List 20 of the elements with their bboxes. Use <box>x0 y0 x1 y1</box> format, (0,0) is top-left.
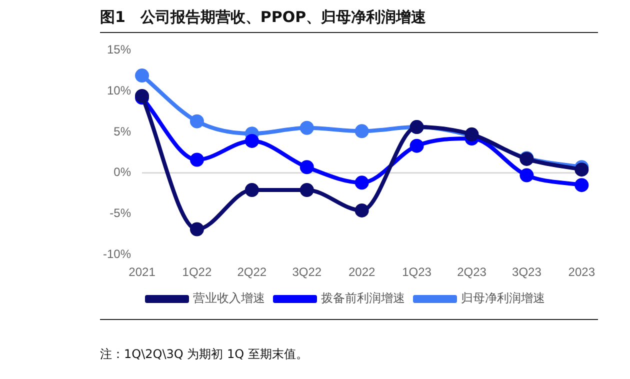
text: 注：1Q\2Q\3Q 为期初 1Q 至期末值。 <box>100 346 308 363</box>
y-tick-label: 15% <box>106 42 132 57</box>
y-tick-label: -5% <box>110 206 132 220</box>
x-tick-label: 2Q23 <box>457 265 487 280</box>
x-tick-label: 2022 <box>348 265 376 280</box>
x-tick-label: 2023 <box>568 265 596 280</box>
y-tick-label: 5% <box>114 124 132 138</box>
x-tick-label: 2021 <box>128 265 156 280</box>
x-tick-label: 1Q23 <box>402 265 432 280</box>
x-tick-label: 3Q23 <box>512 265 542 280</box>
x-tick-label: 1Q22 <box>182 265 212 280</box>
y-tick-label: 10% <box>106 83 132 98</box>
chart-title: 图1 公司报告期营收、PPOP、归母净利润增速 <box>100 8 426 27</box>
legend-label: 拨备前利润增速 <box>321 291 405 306</box>
legend-label: 营业收入增速 <box>193 291 265 306</box>
y-tick-label: 0% <box>114 165 132 180</box>
x-tick-label: 3Q22 <box>292 265 322 280</box>
x-tick-label: 2Q22 <box>237 265 267 280</box>
y-tick-label: -10% <box>103 246 132 261</box>
legend-label: 归母净利润增速 <box>461 291 545 306</box>
